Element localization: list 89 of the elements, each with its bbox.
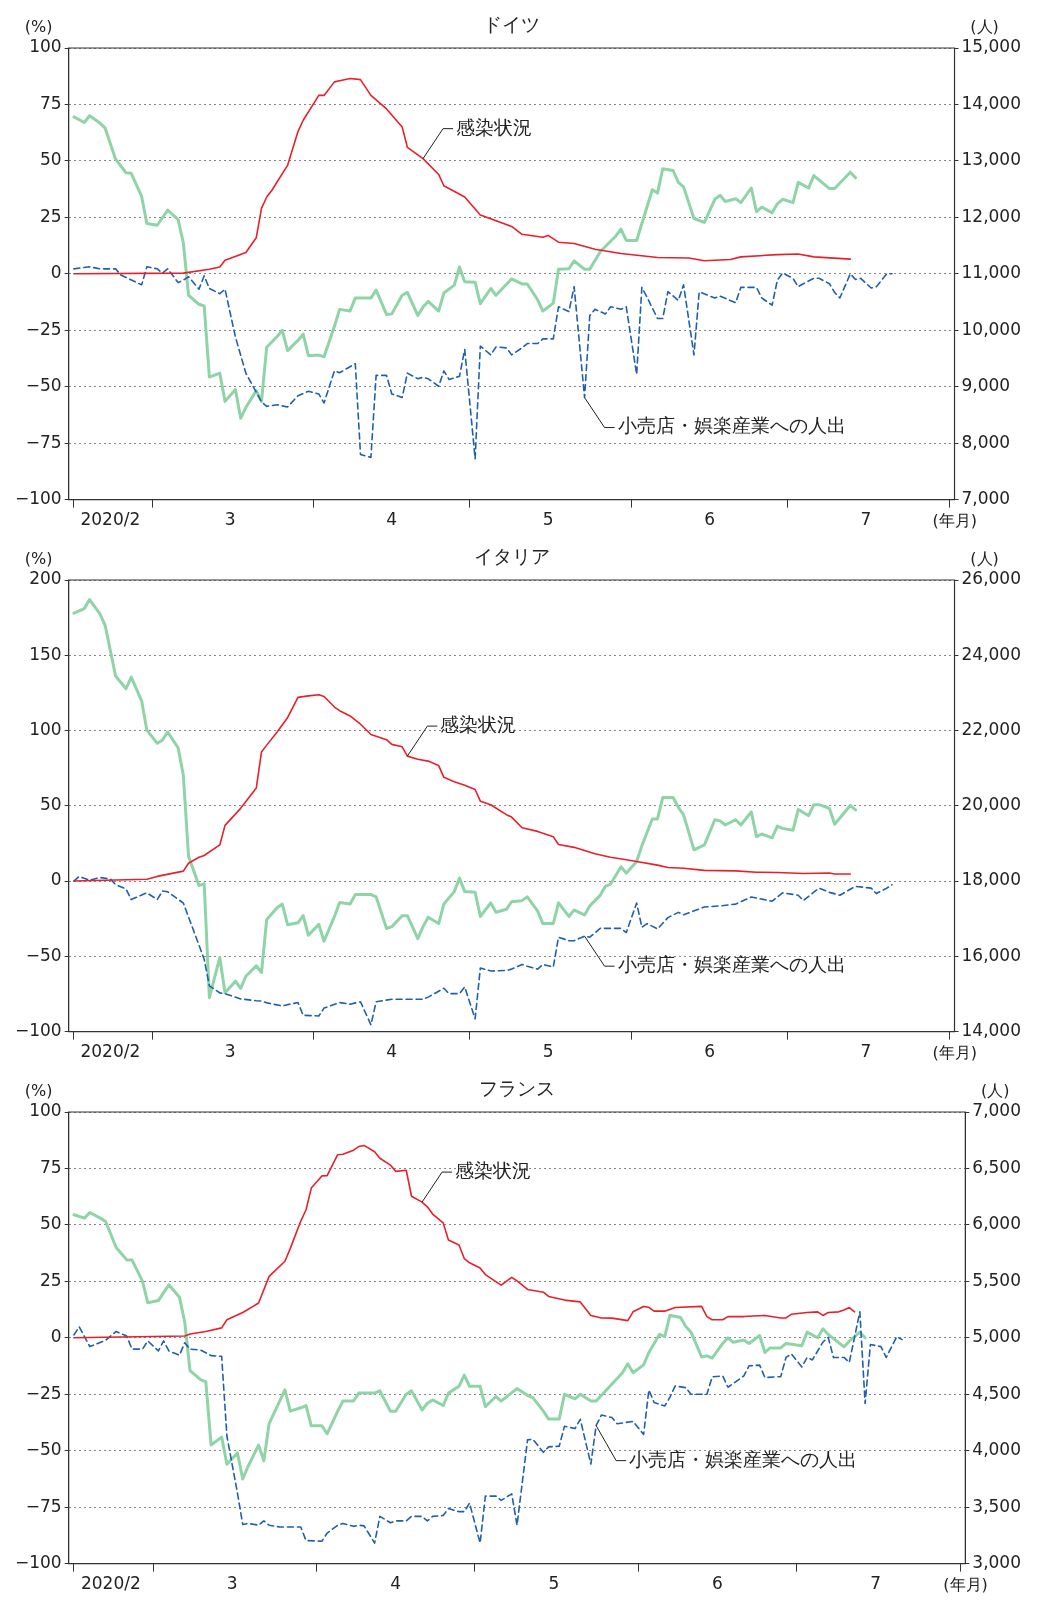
y-tick-label: 25 <box>40 205 62 226</box>
x-tick-label: 6 <box>704 509 716 530</box>
chart-title: ドイツ <box>483 13 541 36</box>
y-tick-label: 0 <box>50 869 62 890</box>
y-tick-label: 0 <box>50 1326 62 1347</box>
y-tick-label: 50 <box>40 794 62 815</box>
y2-tick-label: 14,000 <box>961 92 1021 113</box>
y-tick-label: 150 <box>29 643 62 664</box>
y2-axis-title: (人) <box>981 1081 1010 1101</box>
y-tick-label: −100 <box>14 1552 62 1573</box>
y2-tick-label: 11,000 <box>961 262 1021 283</box>
y-tick-label: 50 <box>40 1213 62 1234</box>
y2-tick-label: 6,500 <box>972 1156 1021 1177</box>
x-tick-label: 6 <box>712 1573 723 1594</box>
y-tick-label: −50 <box>25 944 62 965</box>
x-tick-label: 7 <box>870 1573 882 1594</box>
y-tick-label: −50 <box>25 375 62 396</box>
y2-tick-label: 9,000 <box>961 375 1011 396</box>
y-tick-label: −25 <box>25 1382 62 1403</box>
series-label: 小売店・娯楽産業への人出 <box>617 414 846 437</box>
y2-tick-label: 4,500 <box>972 1382 1021 1403</box>
x-tick-label: 3 <box>226 1573 238 1594</box>
y-tick-label: 100 <box>29 36 62 57</box>
y2-axis-title: (人) <box>970 549 999 569</box>
y2-tick-label: 20,000 <box>961 794 1021 815</box>
x-tick-label: 4 <box>386 509 398 530</box>
y-axis-title: (%) <box>24 549 53 569</box>
series-label: 感染状況 <box>455 1159 532 1182</box>
x-tick-label: 2020/2 <box>80 1041 141 1062</box>
y2-tick-label: 8,000 <box>961 431 1011 452</box>
y2-tick-label: 5,000 <box>972 1326 1021 1347</box>
y2-tick-label: 3,000 <box>972 1552 1021 1573</box>
x-tick-label: 6 <box>704 1041 716 1062</box>
y2-tick-label: 6,000 <box>972 1213 1021 1234</box>
y-tick-label: −100 <box>14 488 62 509</box>
x-tick-label: 3 <box>224 509 236 530</box>
y2-tick-label: 10,000 <box>961 318 1021 339</box>
y2-axis-title: (人) <box>970 17 999 37</box>
x-tick-label: 5 <box>542 509 554 530</box>
series-label: 小売店・娯楽産業への人出 <box>617 953 846 976</box>
x-tick-label: 2020/2 <box>80 1573 141 1594</box>
y-tick-label: −100 <box>14 1020 62 1041</box>
x-tick-label: 5 <box>548 1573 560 1594</box>
y2-tick-label: 13,000 <box>961 149 1021 170</box>
y2-tick-label: 18,000 <box>961 869 1021 890</box>
x-tick-label: 4 <box>390 1573 402 1594</box>
y2-tick-label: 26,000 <box>961 568 1021 589</box>
y-tick-label: 200 <box>29 568 62 589</box>
x-tick-label: 4 <box>386 1041 398 1062</box>
y2-tick-label: 14,000 <box>961 1020 1021 1041</box>
text: 感染状況 <box>456 115 533 138</box>
x-tick-label: 7 <box>860 1041 872 1062</box>
x-axis-title: (年月) <box>932 1042 977 1062</box>
y-tick-label: 75 <box>40 1156 62 1177</box>
y-tick-label: 100 <box>29 1100 62 1121</box>
y-tick-label: −50 <box>25 1439 62 1460</box>
y2-tick-label: 22,000 <box>961 718 1021 739</box>
y-tick-label: 100 <box>29 718 62 739</box>
y-tick-label: 75 <box>40 92 62 113</box>
chart-title: フランス <box>479 1077 556 1100</box>
y2-tick-label: 7,000 <box>961 488 1011 509</box>
x-tick-label: 3 <box>224 1041 236 1062</box>
y2-tick-label: 4,000 <box>972 1439 1021 1460</box>
y2-tick-label: 12,000 <box>961 205 1021 226</box>
y-tick-label: 50 <box>40 149 62 170</box>
series-label: 小売店・娯楽産業への人出 <box>629 1447 858 1470</box>
line-series <box>73 266 893 460</box>
y-tick-label: −75 <box>25 1495 62 1516</box>
y2-tick-label: 24,000 <box>961 643 1021 664</box>
line-series <box>73 875 893 1026</box>
y-tick-label: −25 <box>25 318 62 339</box>
y-tick-label: 0 <box>50 262 62 283</box>
y-axis-title: (%) <box>24 17 53 37</box>
series-label: 感染状況 <box>440 713 517 736</box>
y-axis-title: (%) <box>24 1081 53 1101</box>
y2-tick-label: 7,000 <box>972 1100 1021 1121</box>
y2-tick-label: 16,000 <box>961 944 1021 965</box>
y2-tick-label: 5,500 <box>972 1269 1021 1290</box>
x-axis-title: (年月) <box>943 1574 988 1594</box>
line-series <box>73 1311 903 1544</box>
x-axis-title: (年月) <box>932 510 977 530</box>
y-tick-label: −75 <box>25 431 62 452</box>
x-tick-label: 7 <box>860 509 872 530</box>
chart-title: イタリア <box>473 545 550 568</box>
x-tick-label: 2020/2 <box>80 509 141 530</box>
y2-tick-label: 15,000 <box>961 36 1021 57</box>
x-tick-label: 5 <box>542 1041 554 1062</box>
y2-tick-label: 3,500 <box>972 1495 1021 1516</box>
y-tick-label: 25 <box>40 1269 62 1290</box>
